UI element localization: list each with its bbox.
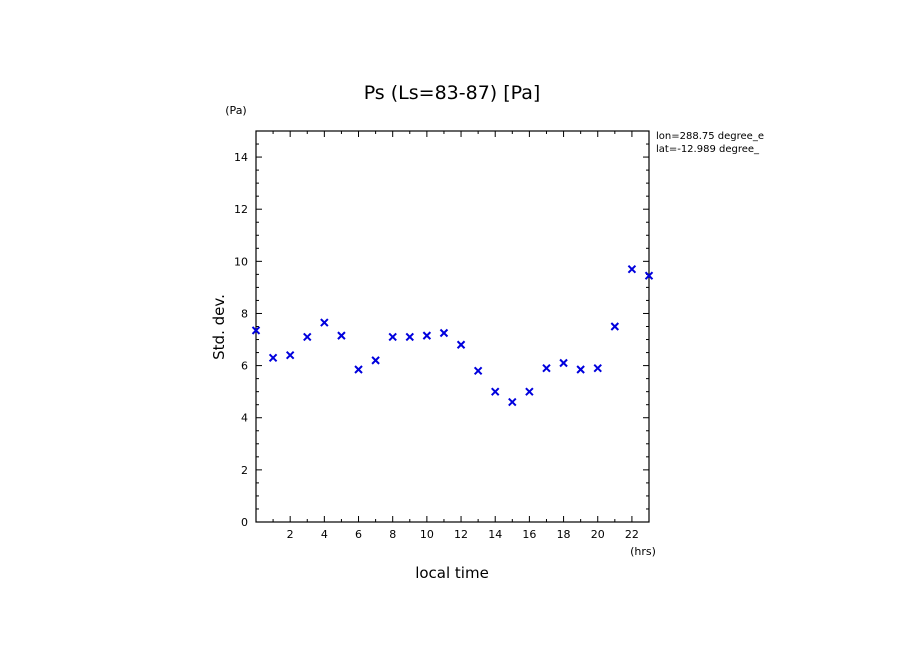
y-tick-label: 10 — [234, 255, 248, 268]
data-point — [268, 353, 278, 362]
data-point — [559, 358, 568, 368]
data-point — [303, 332, 312, 342]
y-tick-label: 2 — [241, 464, 248, 477]
plot-frame — [255, 130, 650, 523]
chart-title: Ps (Ls=83-87) [Pa] — [364, 82, 541, 104]
data-point — [610, 322, 620, 331]
y-tick-label: 8 — [241, 307, 248, 320]
y-tick-label: 12 — [234, 203, 248, 216]
y-axis-label: Std. dev. — [210, 294, 228, 360]
data-point — [388, 332, 397, 342]
data-point — [320, 318, 329, 327]
data-point — [354, 365, 363, 374]
x-tick-label: 22 — [625, 528, 639, 541]
data-point — [371, 356, 380, 365]
data-point — [525, 387, 534, 396]
data-point — [576, 365, 585, 374]
y-tick-label: 0 — [241, 516, 248, 529]
x-tick-label: 2 — [287, 528, 294, 541]
data-point — [456, 340, 466, 349]
data-point — [422, 331, 432, 340]
x-tick-label: 12 — [454, 528, 468, 541]
data-point — [644, 271, 654, 280]
annotation-lon: lon=288.75 degree_e — [656, 131, 764, 142]
data-point — [491, 387, 500, 396]
data-point — [285, 350, 295, 360]
x-tick-label: 16 — [522, 528, 536, 541]
x-tick-label: 4 — [321, 528, 328, 541]
x-tick-label: 20 — [591, 528, 605, 541]
data-point — [405, 332, 414, 342]
x-axis-label: local time — [415, 564, 489, 582]
data-point — [542, 363, 551, 373]
data-point — [251, 326, 261, 335]
data-point — [508, 397, 517, 407]
x-tick-label: 14 — [488, 528, 502, 541]
y-tick-label: 6 — [241, 360, 248, 373]
y-tick-label: 14 — [234, 151, 248, 164]
x-tick-label: 18 — [557, 528, 571, 541]
data-point — [593, 363, 602, 373]
y-unit-label: (Pa) — [225, 104, 246, 117]
data-point — [337, 331, 346, 340]
x-unit-label: (hrs) — [630, 545, 656, 558]
annotation-lat: lat=-12.989 degree_ — [656, 144, 760, 155]
x-tick-label: 6 — [355, 528, 362, 541]
data-point — [439, 328, 449, 338]
data-point — [627, 264, 637, 274]
x-tick-label: 10 — [420, 528, 434, 541]
x-tick-label: 8 — [389, 528, 396, 541]
y-tick-label: 4 — [241, 412, 248, 425]
data-point — [473, 366, 483, 376]
